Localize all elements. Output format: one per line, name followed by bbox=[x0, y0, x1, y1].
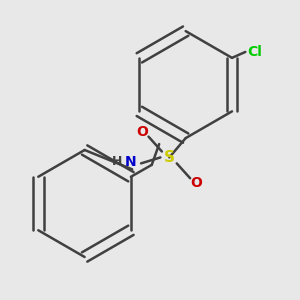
Text: N: N bbox=[125, 155, 136, 169]
Text: Cl: Cl bbox=[247, 45, 262, 59]
Text: H: H bbox=[112, 155, 122, 168]
Text: O: O bbox=[190, 176, 202, 190]
Text: S: S bbox=[164, 150, 175, 165]
Text: O: O bbox=[136, 125, 148, 139]
